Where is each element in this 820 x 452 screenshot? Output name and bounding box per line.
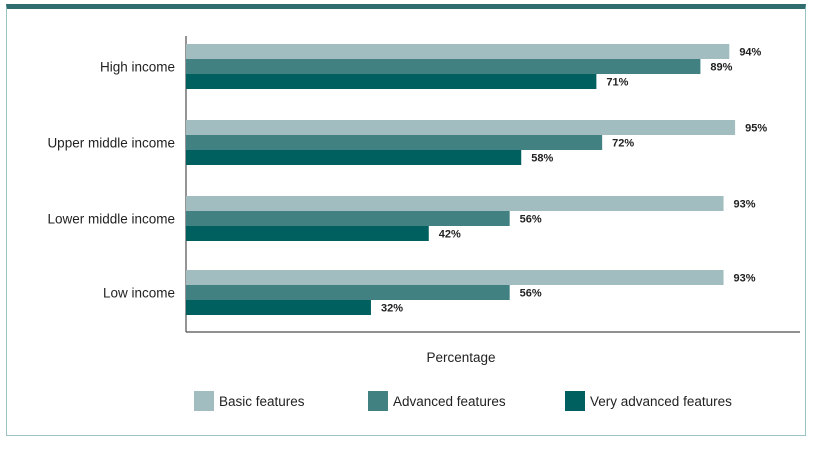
bar[interactable]: [186, 150, 522, 165]
legend-swatch: [565, 391, 585, 411]
data-label: 89%: [710, 62, 732, 74]
data-label: 94%: [739, 47, 761, 59]
category-label: Lower middle income: [47, 212, 175, 227]
bar[interactable]: [186, 270, 724, 285]
bar[interactable]: [186, 135, 603, 150]
bar[interactable]: [186, 74, 597, 89]
legend-label: Advanced features: [393, 394, 506, 409]
bar[interactable]: [186, 226, 429, 241]
category-label: Upper middle income: [47, 136, 175, 151]
category-label: Low income: [103, 286, 175, 301]
legend-swatch: [368, 391, 388, 411]
category-label: High income: [100, 60, 175, 75]
legend-label: Basic features: [219, 394, 305, 409]
data-label: 56%: [520, 288, 542, 300]
bar[interactable]: [186, 300, 371, 315]
legend-swatch: [194, 391, 214, 411]
x-axis-title: Percentage: [426, 350, 495, 365]
data-label: 32%: [381, 303, 403, 315]
data-label: 58%: [531, 153, 553, 165]
legend-label: Very advanced features: [590, 394, 732, 409]
data-label: 56%: [520, 214, 542, 226]
bar[interactable]: [186, 44, 730, 59]
bar[interactable]: [186, 59, 701, 74]
data-label: 42%: [439, 229, 461, 241]
bar[interactable]: [186, 120, 736, 135]
data-label: 93%: [734, 273, 756, 285]
bar[interactable]: [186, 196, 724, 211]
bar[interactable]: [186, 285, 510, 300]
data-label: 71%: [606, 77, 628, 89]
data-label: 72%: [612, 138, 634, 150]
data-label: 93%: [734, 199, 756, 211]
bar[interactable]: [186, 211, 510, 226]
data-label: 95%: [745, 123, 767, 135]
